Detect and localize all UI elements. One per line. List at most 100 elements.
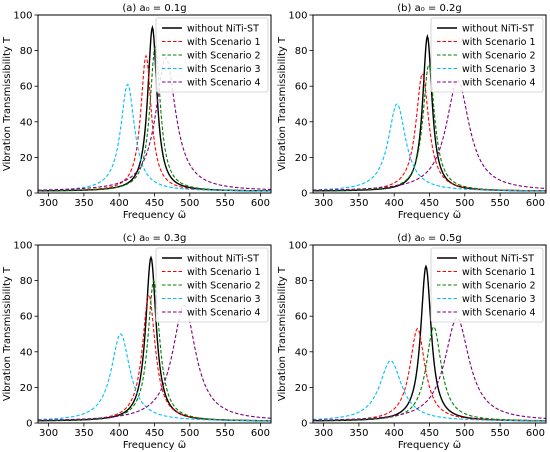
y-tick-label: 20 bbox=[20, 383, 33, 394]
panel-title: (b) a₀ = 0.2g bbox=[397, 3, 461, 14]
series-line-scenario-3 bbox=[313, 360, 546, 422]
curves bbox=[38, 255, 271, 422]
y-tick-label: 0 bbox=[301, 419, 307, 430]
series-line-scenario-3 bbox=[38, 333, 271, 422]
legend-entry: with Scenario 2 bbox=[187, 281, 261, 292]
x-axis-label: Frequency ω̃ bbox=[123, 209, 186, 221]
x-tick-label: 350 bbox=[74, 428, 93, 439]
y-tick-label: 20 bbox=[295, 153, 308, 164]
series-line-scenario-3 bbox=[313, 103, 546, 192]
legend-entry: with Scenario 2 bbox=[462, 51, 536, 62]
legend-box bbox=[155, 247, 269, 323]
y-tick-label: 40 bbox=[20, 347, 33, 358]
y-axis-label: Vibration Transmissibility T bbox=[277, 36, 288, 171]
legend-entry: with Scenario 2 bbox=[462, 281, 536, 292]
x-tick-label: 350 bbox=[74, 198, 93, 209]
y-axis-label: Vibration Transmissibility T bbox=[2, 266, 13, 401]
legend-entry: with Scenario 1 bbox=[187, 37, 261, 48]
y-tick-label: 40 bbox=[295, 117, 308, 128]
series-line-scenario-2 bbox=[313, 326, 546, 422]
panel-title: (d) a₀ = 0.5g bbox=[397, 233, 461, 244]
curves bbox=[313, 264, 546, 422]
y-tick-label: 20 bbox=[295, 383, 308, 394]
y-tick-label: 100 bbox=[13, 11, 32, 22]
series-line-scenario-4 bbox=[313, 317, 546, 421]
x-tick-label: 550 bbox=[216, 428, 235, 439]
curves bbox=[313, 33, 546, 192]
series-line-scenario-3 bbox=[38, 83, 271, 192]
series-line-scenario-4 bbox=[38, 304, 271, 421]
legend-box bbox=[430, 17, 544, 93]
chart-panel-1: 300 350 400 450 500 550 600 0 20 40 60 80 100 (a) a₀ … bbox=[2, 3, 272, 221]
legend-entry: with Scenario 2 bbox=[187, 51, 261, 62]
legend-entry: with Scenario 1 bbox=[187, 267, 261, 278]
x-tick-label: 500 bbox=[180, 428, 199, 439]
x-tick-label: 300 bbox=[39, 428, 58, 439]
x-tick-label: 500 bbox=[180, 198, 199, 209]
legend: without NiTi-ST with Scenario 1 with Scena… bbox=[155, 17, 269, 93]
x-tick-label: 600 bbox=[251, 428, 270, 439]
series-line-scenario-2 bbox=[38, 45, 271, 192]
legend: without NiTi-ST with Scenario 1 with Scena… bbox=[155, 247, 269, 323]
x-tick-label: 450 bbox=[420, 428, 439, 439]
series-line-scenario-1 bbox=[313, 327, 546, 422]
x-tick-label: 400 bbox=[385, 198, 404, 209]
x-tick-label: 450 bbox=[420, 198, 439, 209]
y-tick-label: 20 bbox=[20, 153, 33, 164]
legend-entry: with Scenario 4 bbox=[462, 78, 536, 89]
chart-panel-3: 300 350 400 450 500 550 600 0 20 40 60 80 100 (c) a₀ … bbox=[2, 233, 272, 451]
legend-entry: without NiTi-ST bbox=[462, 254, 534, 265]
y-tick-label: 60 bbox=[295, 312, 308, 323]
legend-box bbox=[430, 247, 544, 323]
legend-entry: without NiTi-ST bbox=[187, 24, 259, 35]
x-tick-label: 300 bbox=[39, 198, 58, 209]
x-tick-label: 350 bbox=[349, 198, 368, 209]
legend-entry: with Scenario 4 bbox=[187, 308, 261, 319]
y-tick-label: 80 bbox=[20, 46, 33, 57]
y-axis-label: Vibration Transmissibility T bbox=[277, 266, 288, 401]
x-axis-label: Frequency ω̃ bbox=[398, 439, 461, 451]
y-tick-label: 40 bbox=[295, 347, 308, 358]
x-axis-label: Frequency ω̃ bbox=[398, 209, 461, 221]
legend-entry: with Scenario 4 bbox=[462, 308, 536, 319]
y-tick-label: 40 bbox=[20, 117, 33, 128]
x-tick-label: 300 bbox=[314, 198, 333, 209]
legend-entry: without NiTi-ST bbox=[462, 24, 534, 35]
x-tick-label: 400 bbox=[385, 428, 404, 439]
series-line-scenario-4 bbox=[313, 80, 546, 191]
x-tick-label: 400 bbox=[110, 198, 129, 209]
series-line-scenario-2 bbox=[313, 63, 546, 192]
y-tick-label: 100 bbox=[288, 241, 307, 252]
chart-panel-2: 300 350 400 450 500 550 600 0 20 40 60 80 100 (b) a₀ … bbox=[277, 3, 547, 221]
panel-title: (a) a₀ = 0.1g bbox=[122, 3, 186, 14]
y-tick-label: 80 bbox=[20, 276, 33, 287]
x-tick-label: 600 bbox=[526, 198, 545, 209]
y-tick-label: 0 bbox=[301, 189, 307, 200]
legend: without NiTi-ST with Scenario 1 with Scena… bbox=[430, 17, 544, 93]
legend: without NiTi-ST with Scenario 1 with Scena… bbox=[430, 247, 544, 323]
y-tick-label: 80 bbox=[295, 46, 308, 57]
y-tick-label: 60 bbox=[295, 82, 308, 93]
curves bbox=[38, 24, 271, 192]
legend-box bbox=[155, 17, 269, 93]
legend-entry: with Scenario 1 bbox=[462, 267, 536, 278]
legend-entry: with Scenario 3 bbox=[187, 64, 261, 75]
y-tick-label: 60 bbox=[20, 312, 33, 323]
x-tick-label: 550 bbox=[491, 198, 510, 209]
series-line-scenario-4 bbox=[38, 57, 271, 191]
panel-title: (c) a₀ = 0.3g bbox=[123, 233, 187, 244]
y-axis-label: Vibration Transmissibility T bbox=[2, 36, 13, 171]
legend-entry: without NiTi-ST bbox=[187, 254, 259, 265]
x-tick-label: 550 bbox=[216, 198, 235, 209]
x-tick-label: 600 bbox=[251, 198, 270, 209]
legend-entry: with Scenario 4 bbox=[187, 78, 261, 89]
legend-entry: with Scenario 3 bbox=[462, 294, 536, 305]
legend-entry: with Scenario 1 bbox=[462, 37, 536, 48]
y-tick-label: 0 bbox=[26, 189, 32, 200]
x-tick-label: 550 bbox=[491, 428, 510, 439]
x-tick-label: 500 bbox=[455, 198, 474, 209]
series-line-scenario-2 bbox=[38, 279, 271, 422]
x-tick-label: 600 bbox=[526, 428, 545, 439]
x-tick-label: 400 bbox=[110, 428, 129, 439]
